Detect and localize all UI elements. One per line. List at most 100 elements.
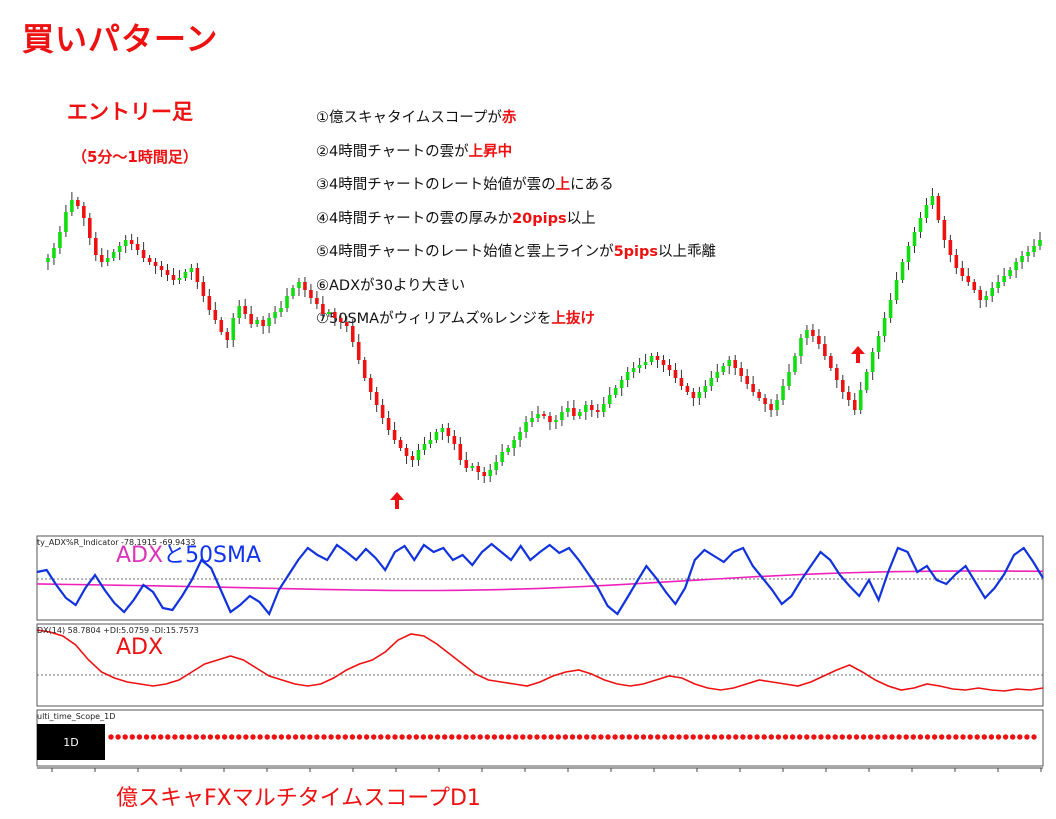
scope-dot: [655, 734, 661, 740]
scope-dot: [889, 734, 895, 740]
candle-body: [52, 248, 56, 258]
candle-body: [1026, 252, 1030, 256]
scope-dot: [236, 734, 242, 740]
scope-dot: [548, 734, 554, 740]
candle-body: [703, 386, 708, 392]
candle-body: [829, 356, 833, 368]
candle-body: [321, 304, 325, 314]
candle-body: [721, 366, 726, 372]
scope-dot: [924, 734, 931, 740]
scope-dot: [200, 734, 206, 740]
adx-annotation-part: ADX: [116, 543, 164, 568]
condition-text-hl: 上昇中: [468, 143, 513, 160]
candle-body: [978, 290, 983, 300]
candle-body: [219, 320, 224, 332]
scope-dot: [605, 734, 611, 740]
scope-dots: [108, 734, 1037, 740]
candle-body: [105, 258, 110, 262]
scope-dot: [917, 734, 924, 740]
candle-body: [183, 272, 188, 278]
condition-item: ①億スキャタイムスコープが赤: [316, 106, 516, 127]
scope-dot: [342, 734, 348, 740]
scope-dot: [257, 734, 263, 740]
candle-body: [177, 278, 182, 280]
candle-body: [189, 268, 194, 272]
candle-body: [530, 418, 534, 422]
candle-body: [225, 332, 230, 340]
scope-dot: [520, 734, 526, 740]
candle-body: [141, 250, 146, 258]
candle-body: [751, 384, 755, 392]
candle-body: [291, 288, 295, 296]
candle-body: [649, 356, 654, 362]
candle-body: [195, 268, 200, 282]
candle-body: [482, 472, 487, 476]
condition-item: ⑤4時間チャートのレート始値と雲上ラインが5pips以上乖離: [316, 240, 716, 261]
scope-dot: [804, 734, 810, 740]
candle-body: [153, 262, 158, 266]
scope-dot: [953, 734, 959, 740]
candle-body: [129, 240, 134, 244]
scope-dot: [697, 734, 703, 740]
candle-body: [745, 376, 749, 384]
scope-dot: [399, 734, 405, 740]
scope-dot: [825, 734, 831, 740]
candle-body: [446, 428, 451, 436]
scope-dot: [456, 734, 462, 740]
candle-body: [111, 252, 116, 258]
scope-dot: [1002, 734, 1009, 740]
scope-dot: [768, 734, 774, 740]
scope-dot: [420, 734, 427, 740]
candle-body: [1002, 276, 1006, 282]
candle-body: [416, 450, 421, 460]
candle-body: [823, 344, 827, 356]
scope-timeframe-box: 1D: [37, 724, 105, 760]
candle-body: [876, 336, 881, 352]
candle-body: [1038, 240, 1042, 246]
candle-body: [362, 360, 367, 378]
scope-dot: [676, 734, 682, 740]
candle-body: [817, 336, 821, 344]
candle-body: [805, 330, 809, 338]
adx-panel-frame: [36, 623, 1044, 707]
scope-dot: [449, 734, 455, 740]
candle-body: [333, 312, 337, 318]
candle-body: [763, 398, 767, 404]
candle-body: [572, 408, 576, 416]
candle-body: [506, 448, 510, 452]
scope-dot: [974, 734, 980, 740]
scope-dot: [186, 734, 192, 740]
condition-text-post: 以上乖離: [658, 244, 717, 260]
scope-dot: [385, 734, 391, 740]
candle-body: [840, 380, 845, 392]
scope-annotation: 億スキャFXマルチタイムスコープD1: [116, 786, 481, 811]
scope-dot: [619, 734, 625, 740]
candle-body: [613, 388, 618, 395]
scope-dot: [278, 734, 285, 740]
candle-body: [906, 246, 911, 262]
condition-text-hl: 上: [555, 177, 571, 193]
candle-body: [787, 372, 791, 386]
scope-dot: [356, 734, 363, 740]
scope-dot: [292, 734, 299, 740]
scope-dot: [513, 734, 519, 740]
price-chart: [46, 188, 1042, 483]
candle-body: [512, 440, 516, 448]
scope-dot: [271, 734, 277, 740]
candle-body: [422, 444, 427, 450]
entry-timeframe-title: エントリー足: [67, 100, 193, 124]
candle-body: [990, 288, 994, 296]
candle-body: [213, 310, 218, 320]
scope-dot: [300, 734, 306, 740]
scope-dot: [669, 734, 675, 740]
scope-dot: [704, 734, 711, 740]
candle-body: [781, 386, 785, 400]
candle-body: [64, 212, 68, 232]
scope-dot: [939, 734, 945, 740]
candle-body: [207, 296, 212, 310]
scope-dot: [740, 734, 746, 740]
candle-body: [924, 205, 929, 218]
scope-dot: [789, 734, 796, 740]
candle-body: [135, 244, 140, 250]
candle-body: [799, 338, 803, 356]
